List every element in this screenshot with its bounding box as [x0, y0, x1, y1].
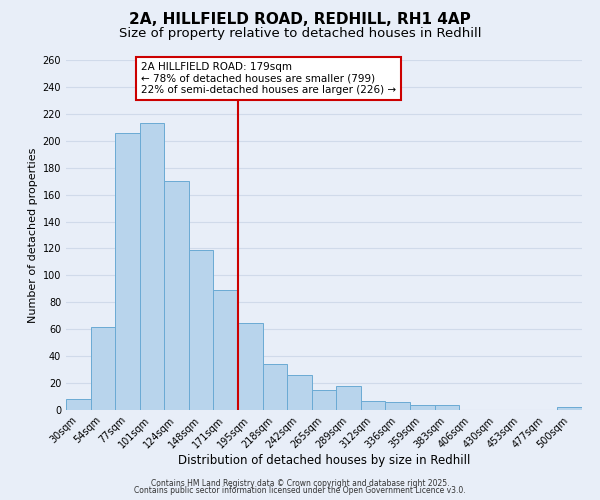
Bar [385, 402, 410, 410]
Bar [140, 124, 164, 410]
Text: Size of property relative to detached houses in Redhill: Size of property relative to detached ho… [119, 28, 481, 40]
Text: Contains public sector information licensed under the Open Government Licence v3: Contains public sector information licen… [134, 486, 466, 495]
X-axis label: Distribution of detached houses by size in Redhill: Distribution of detached houses by size … [178, 454, 470, 467]
Text: 2A HILLFIELD ROAD: 179sqm
← 78% of detached houses are smaller (799)
22% of semi: 2A HILLFIELD ROAD: 179sqm ← 78% of detac… [141, 62, 396, 95]
Bar [91, 326, 115, 410]
Bar [410, 404, 434, 410]
Y-axis label: Number of detached properties: Number of detached properties [28, 148, 38, 322]
Bar [287, 375, 312, 410]
Bar [434, 404, 459, 410]
Bar [263, 364, 287, 410]
Bar [312, 390, 336, 410]
Text: 2A, HILLFIELD ROAD, REDHILL, RH1 4AP: 2A, HILLFIELD ROAD, REDHILL, RH1 4AP [129, 12, 471, 28]
Bar [164, 181, 189, 410]
Bar [336, 386, 361, 410]
Bar [238, 322, 263, 410]
Bar [361, 400, 385, 410]
Text: Contains HM Land Registry data © Crown copyright and database right 2025.: Contains HM Land Registry data © Crown c… [151, 478, 449, 488]
Bar [115, 132, 140, 410]
Bar [66, 399, 91, 410]
Bar [214, 290, 238, 410]
Bar [189, 250, 214, 410]
Bar [557, 408, 582, 410]
